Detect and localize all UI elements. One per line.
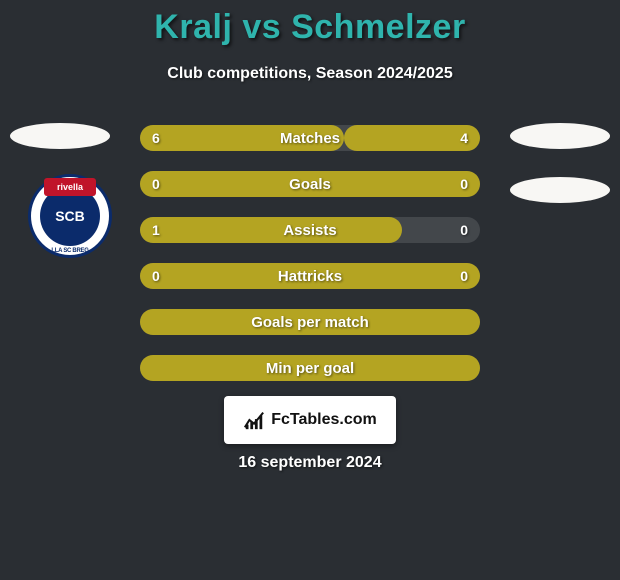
footer-brand-text: FcTables.com [271,411,377,429]
value-left: 0 [152,263,160,289]
compare-row: Hattricks0 0 [140,263,480,289]
bar-label: Goals [140,171,480,197]
page-title: Kralj vs Schmelzer [0,0,620,47]
compare-row: Min per goal [140,355,480,381]
club-right-placeholder [510,177,610,203]
subtitle: Club competitions, Season 2024/2025 [0,65,620,83]
compare-row: Goals0 0 [140,171,480,197]
player-right-avatar-placeholder [510,123,610,149]
player-left-avatar-placeholder [10,123,110,149]
fctables-logo-icon [243,409,265,431]
compare-rows: Matches64Goals00Assists10Hattricks00Goal… [140,125,480,401]
value-left: 0 [152,171,160,197]
value-right: 0 [460,217,468,243]
club-badge-arc: LLA SC BREG [28,248,112,254]
bar-label: Assists [140,217,480,243]
date-label: 16 september 2024 [0,454,620,472]
footer-brand-badge: FcTables.com [224,396,396,444]
compare-row: Goals per match [140,309,480,335]
value-right: 4 [460,125,468,151]
value-right: 0 [460,263,468,289]
club-badge-ribbon: rivella [44,178,96,196]
value-left: 1 [152,217,160,243]
compare-row: Assists1 0 [140,217,480,243]
compare-row: Matches6 4 [140,125,480,151]
club-left-badge: rivella SCB LLA SC BREG [28,174,112,258]
value-left: 6 [152,125,160,151]
club-badge-center: SCB [55,208,85,224]
bar-label: Min per goal [140,355,480,381]
bar-label: Matches [140,125,480,151]
bar-label: Goals per match [140,309,480,335]
bar-label: Hattricks [140,263,480,289]
value-right: 0 [460,171,468,197]
